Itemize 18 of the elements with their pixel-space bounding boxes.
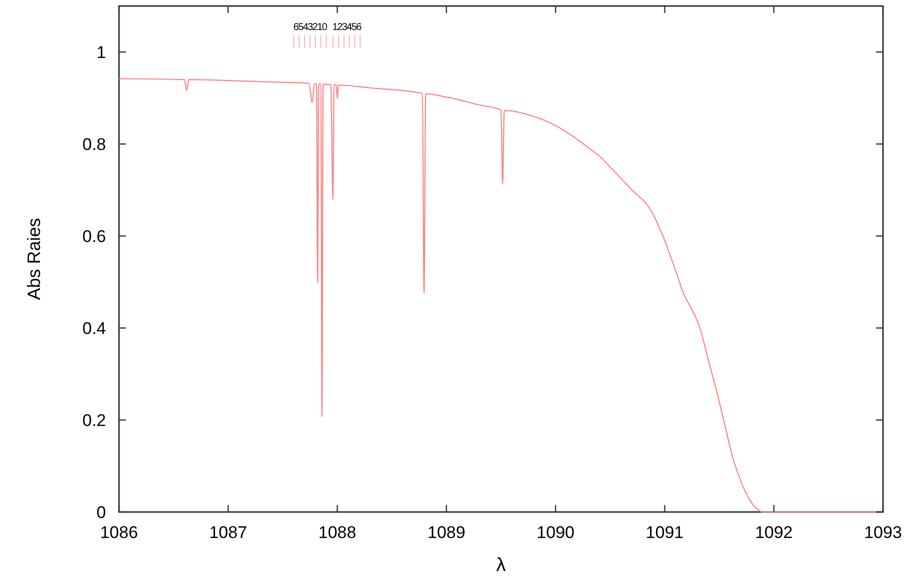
annotation: 6543210 xyxy=(293,22,328,33)
y-tick-label: 0.2 xyxy=(82,410,106,430)
x-tick-label: 1089 xyxy=(428,523,466,542)
x-tick-label: 1090 xyxy=(536,523,574,542)
x-tick-label: 1087 xyxy=(209,523,248,542)
x-tick-label: 1093 xyxy=(864,523,902,542)
y-tick-label: 0 xyxy=(96,502,106,522)
y-tick-label: 0.6 xyxy=(82,226,106,246)
x-tick-label: 1091 xyxy=(646,523,684,542)
x-tick-label: 1086 xyxy=(100,523,138,542)
x-axis-title: λ xyxy=(496,555,506,576)
y-axis-title: Abs Raies xyxy=(24,218,44,300)
y-tick-label: 0.8 xyxy=(82,134,106,154)
annotation: 123456 xyxy=(332,22,362,33)
x-tick-label: 1088 xyxy=(318,523,356,542)
x-tick-label: 1092 xyxy=(754,523,793,542)
y-tick-label: 0.4 xyxy=(82,318,106,338)
y-tick-label: 1 xyxy=(96,42,106,62)
